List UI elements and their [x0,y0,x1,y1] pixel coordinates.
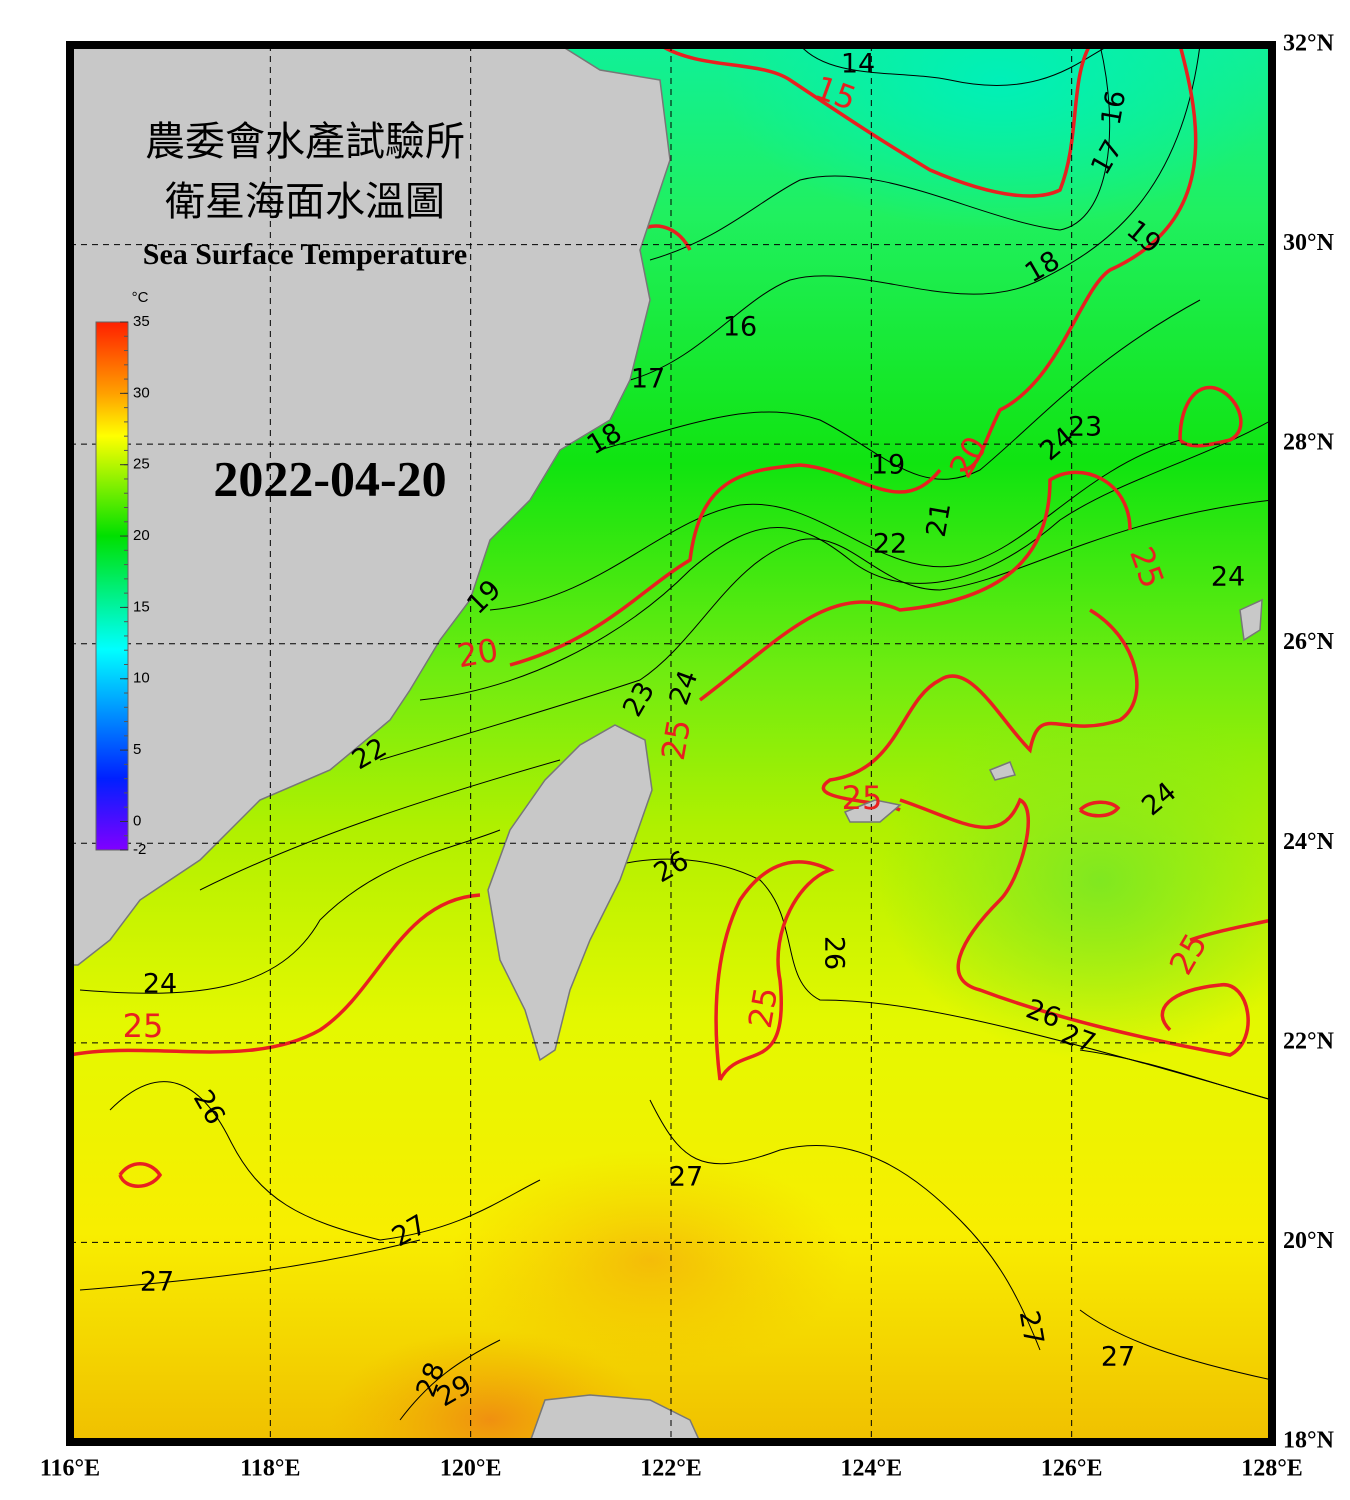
isotherm-label: 24 [143,969,177,1000]
title-zh: 衛星海面水溫圖 [165,179,445,225]
colorbar-tick-label: 20 [133,527,150,544]
x-tick-label: 116°E [40,1456,100,1482]
major-isotherm-label: 20 [454,631,501,675]
y-tick-label: 28°N [1283,430,1335,456]
major-isotherm-label: 25 [123,1007,164,1045]
x-tick-label: 118°E [240,1456,300,1482]
x-tick-label: 124°E [841,1456,903,1482]
major-isotherm-label: 25 [842,779,883,817]
x-tick-label: 120°E [440,1456,502,1482]
isotherm-label: 22 [873,529,907,560]
isotherm-label: 21 [921,500,957,539]
island [843,799,902,823]
isotherm-label: 27 [1101,1342,1135,1373]
title-zh: 農委會水產試驗所 [145,119,465,165]
colorbar-scale [95,321,129,851]
isotherm-label: 16 [1096,88,1132,127]
isotherm-label: 14 [841,49,875,80]
colorbar-unit: °C [132,289,149,306]
isotherm-label: 19 [871,450,905,481]
island [988,761,1017,781]
colorbar-tick-label: 30 [133,384,150,401]
date: 2022-04-20 [213,450,446,506]
luzon [529,1394,701,1442]
map-frame [66,41,1276,1446]
land [70,45,1263,1442]
colorbar-tick-label: 35 [133,313,150,330]
china-coast [70,45,671,966]
x-tick-label: 128°E [1241,1456,1303,1482]
green-water [880,700,1272,1060]
warm-water [450,1150,850,1370]
isotherm-label: 27 [669,1162,703,1193]
isotherm-label: 27 [140,1267,174,1298]
y-tick-label: 26°N [1283,629,1335,655]
cold-water [720,45,1272,230]
isotherm-label: 17 [631,364,665,395]
contours [70,45,1272,1421]
x-tick-label: 126°E [1041,1456,1103,1482]
colorbar-tick-label: 5 [133,741,141,758]
y-tick-label: 18°N [1283,1428,1335,1454]
y-tick-label: 30°N [1283,230,1335,256]
isotherm-label: 26 [819,936,850,970]
title-block: 農委會水產試驗所 衛星海面水溫圖 Sea Surface Temperature… [143,119,467,506]
y-tick-label: 20°N [1283,1228,1335,1254]
isotherm-label: 24 [1211,562,1245,593]
y-tick-label: 32°N [1283,31,1335,57]
major-isotherm-label: 25 [741,984,785,1031]
colorbar-tick-label: -2 [133,841,146,858]
x-tick-label: 122°E [640,1456,702,1482]
colorbar-tick-label: 0 [133,812,141,829]
title-en: Sea Surface Temperature [143,238,467,271]
isotherm-label: 16 [723,312,757,343]
colorbar: °C 35 30 25 20 15 10 5 0 -2 [95,289,150,858]
colorbar-tick-label: 15 [133,598,150,615]
isotherm-label: 27 [1013,1308,1049,1347]
y-tick-label: 22°N [1283,1028,1335,1054]
taiwan [487,724,653,1062]
isotherm-label: 23 [1068,412,1102,443]
y-tick-label: 24°N [1283,829,1335,855]
colorbar-tick-label: 10 [133,670,150,687]
colorbar-tick-label: 25 [133,456,150,473]
island [1239,598,1263,642]
major-isotherm-label: 25 [654,716,698,763]
